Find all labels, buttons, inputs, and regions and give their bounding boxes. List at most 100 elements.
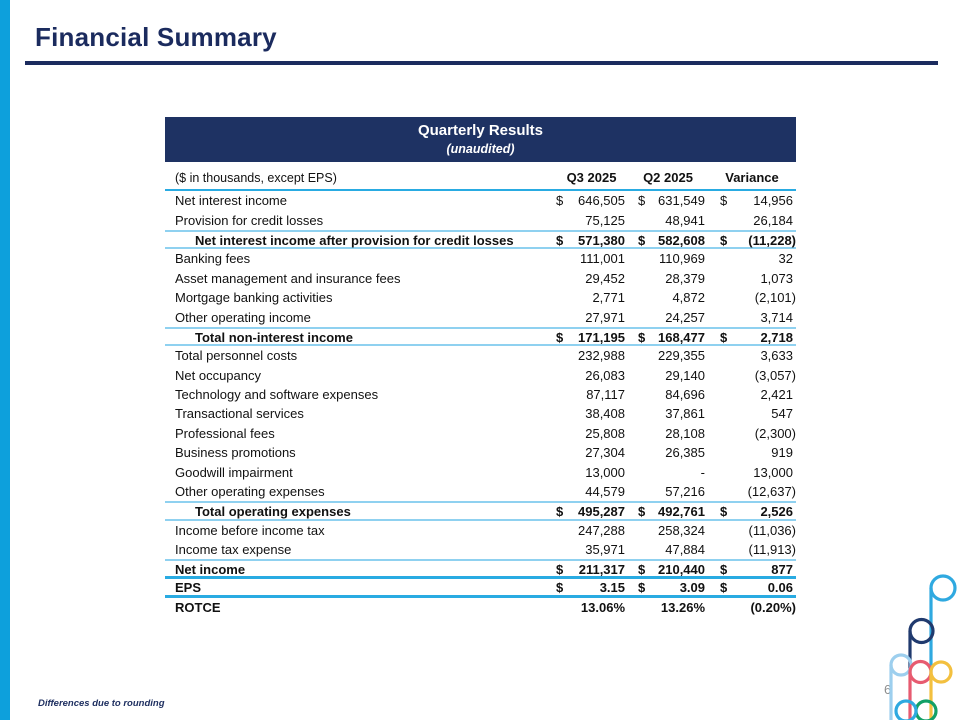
dollar-sign: $ [638,579,646,595]
row-label: Income before income tax [175,522,325,538]
table-row: Income before income tax 247,288 258,324 (1… [165,521,796,540]
column-header-variance: Variance [725,170,779,185]
cell-value: 571,380 [578,232,625,248]
dollar-sign: $ [556,504,564,520]
logo-p-cyan-tall [929,574,957,672]
cell-value: 232,988 [578,348,625,364]
logo-p-green [914,699,938,720]
table-row: Net interest income after provision for … [165,229,796,250]
cell-value: 0.06 [767,579,793,595]
row-label: Mortgage banking activities [175,290,333,306]
row-label: Total personnel costs [175,348,298,364]
footnote: Differences due to rounding [38,698,165,709]
logo-p-yellow [929,660,953,720]
cell-value: 547 [771,406,793,422]
cell-value: 13.26% [660,600,705,616]
cell-value: 631,549 [658,193,705,209]
cell-value: 877 [771,562,793,578]
cell-value: (11,228) [748,232,796,248]
cell-value: 57,216 [665,484,705,500]
row-label: Professional fees [175,425,275,441]
row-label: Provision for credit losses [175,212,324,228]
cell-value: 27,304 [585,445,625,461]
cell-value: 247,288 [578,522,625,538]
row-label: ROTCE [175,600,221,616]
row-label: Total operating expenses [195,504,351,520]
table-row: ROTCE 13.06% 13.26% (0.20%) [165,598,796,617]
cell-value: 3.09 [679,579,705,595]
left-accent-stripe [0,0,10,720]
cell-value: 87,117 [586,387,625,403]
cell-value: (3,057) [754,367,796,383]
table-row: EPS $3.15 $3.09 $0.06 [165,579,796,599]
cell-value: 24,257 [665,309,705,325]
cell-value: 582,608 [658,232,705,248]
cell-value: 48,941 [665,212,705,228]
table-row: Asset management and insurance fees 29,45… [165,269,796,288]
table-row: Business promotions 27,304 26,385 919 [165,443,796,462]
dollar-sign: $ [720,193,728,209]
cell-value: 27,971 [585,309,625,325]
cell-value: 211,317 [578,562,625,578]
cell-value: 258,324 [658,522,705,538]
cell-value: 25,808 [585,425,625,441]
row-label: EPS [175,579,202,595]
cell-value: 28,108 [665,425,705,441]
cell-value: 13,000 [753,464,793,480]
cell-value: (11,036) [748,522,796,538]
table-header-title: Quarterly Results [417,122,544,139]
dollar-sign: $ [720,579,728,595]
table-body: Net interest income $646,505 $631,549 $14,9… [165,191,796,618]
cell-value: 32 [778,251,793,267]
cell-value: 26,184 [753,212,793,228]
row-label: Transactional services [175,406,304,422]
dollar-sign: $ [638,504,646,520]
table-row: Provision for credit losses 75,125 48,941 2… [165,210,796,229]
cell-value: 3,633 [760,348,793,364]
table-header-band: Quarterly Results (unaudited) [165,117,796,162]
column-header-q3-2025: Q3 2025 [566,170,617,185]
cell-value: 919 [771,445,793,461]
cell-value: - [700,464,705,480]
dollar-sign: $ [638,193,646,209]
table-header-subtitle: (unaudited) [446,142,515,156]
cell-value: 1,073 [760,270,793,286]
table-row: Total non-interest income $171,195 $168,47… [165,326,796,347]
cell-value: 2,421 [760,387,793,403]
dollar-sign: $ [720,504,728,520]
cell-value: 28,379 [665,270,705,286]
dollar-sign: $ [638,329,646,345]
table-row: Other operating expenses 44,579 57,216 (12,… [165,482,796,501]
table-row: Net occupancy 26,083 29,140 (3,057) [165,366,796,385]
row-label: Net interest income after provision for … [195,232,514,248]
cell-value: (2,300) [754,425,796,441]
logo-p-cyan-bottom [894,699,918,720]
cell-value: 13,000 [585,464,625,480]
table-row: Income tax expense 35,971 47,884 (11,913) [165,540,796,559]
table-row: Mortgage banking activities 2,771 4,872 (2,… [165,288,796,307]
brand-logo [889,574,957,720]
cell-value: 492,761 [658,504,705,520]
row-label: Technology and software expenses [175,387,379,403]
row-label: Asset management and insurance fees [175,270,401,286]
cell-value: 84,696 [665,387,705,403]
dollar-sign: $ [556,232,564,248]
cell-value: 111,001 [579,251,625,267]
row-label: Net interest income [175,193,287,209]
financial-summary-table: Quarterly Results (unaudited) ($ in thou… [165,117,796,618]
cell-value: (11,913) [748,542,796,558]
cell-value: 168,477 [658,329,705,345]
title-underline [25,61,938,65]
cell-value: 229,355 [658,348,705,364]
cell-value: 2,771 [592,290,625,306]
cell-value: 3.15 [599,579,625,595]
cell-value: 75,125 [585,212,625,228]
cell-value: 171,195 [578,329,625,345]
units-label: ($ in thousands, except EPS) [175,171,337,185]
cell-value: 26,385 [665,445,705,461]
table-row: Total personnel costs 232,988 229,355 3,633 [165,346,796,365]
cell-value: 110,969 [658,251,705,267]
row-label: Total non-interest income [195,329,353,345]
cell-value: 3,714 [760,309,793,325]
row-label: Other operating income [175,309,311,325]
